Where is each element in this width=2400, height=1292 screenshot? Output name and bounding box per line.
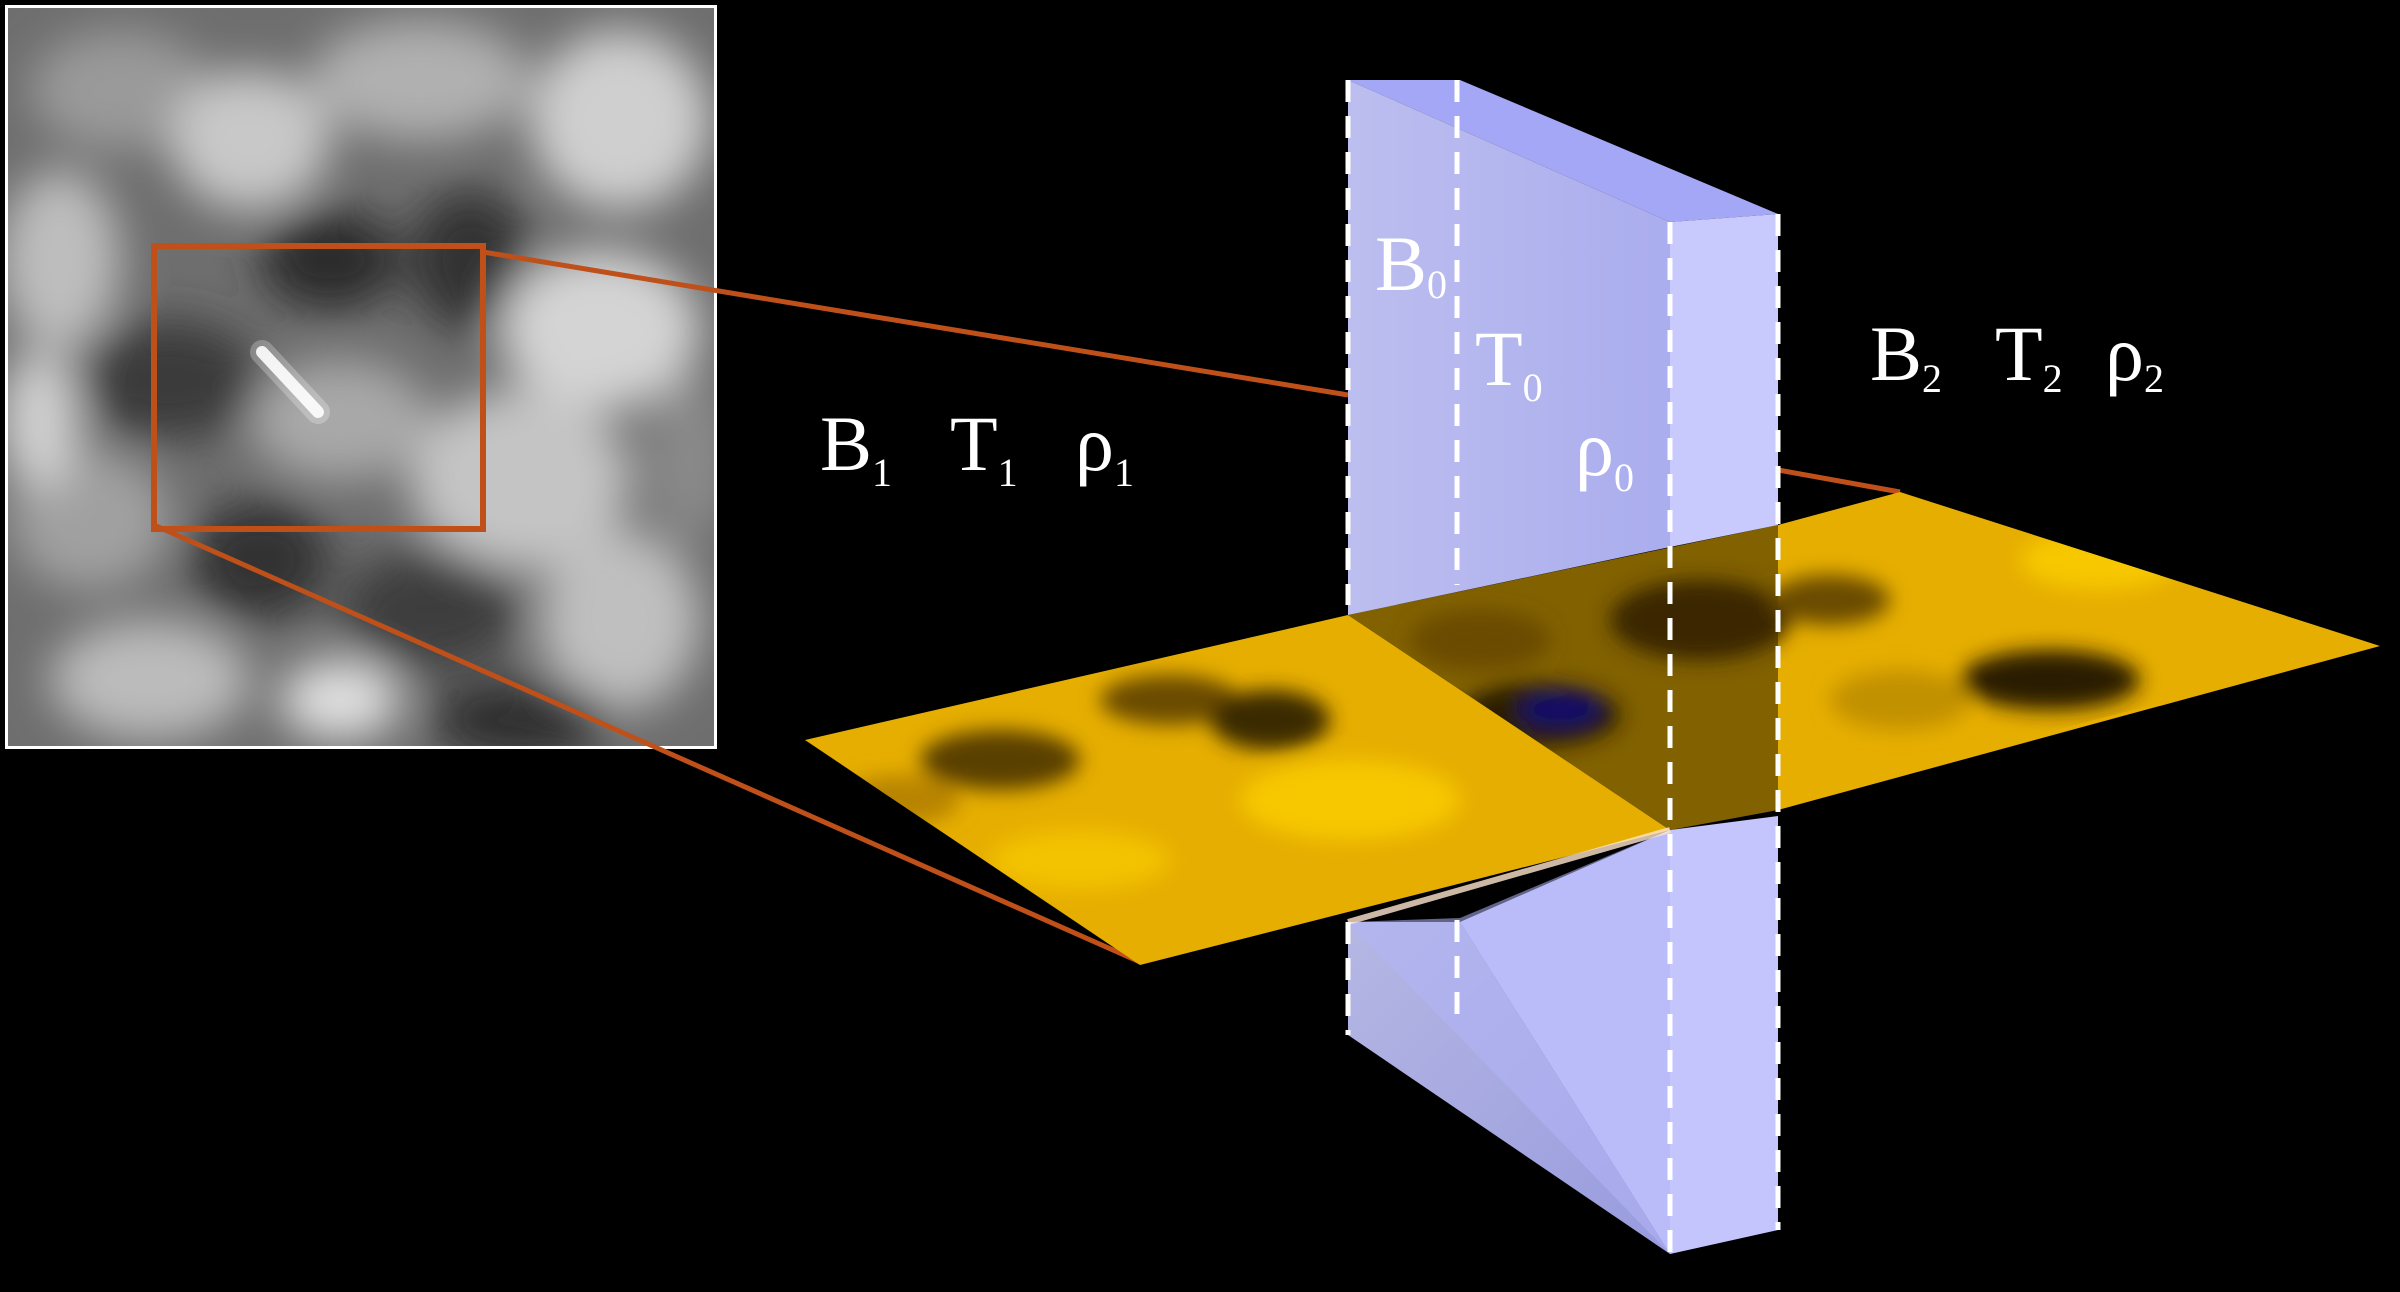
zoom-line-bottom [152, 522, 1142, 965]
zoom-box [151, 243, 486, 532]
surface-left [805, 615, 1670, 965]
slab-labels: B0 T0 ρ0 [1375, 220, 1634, 500]
slab-surface-edge [1347, 827, 1671, 925]
label-b0: B0 [1375, 220, 1447, 307]
label-t2: T2 [1995, 310, 2063, 401]
zoom-line-top [482, 249, 1349, 398]
label-rho2: ρ2 [2105, 310, 2164, 401]
label-b2: B2 [1870, 310, 1942, 401]
left-region-labels: B1 T1 ρ1 [820, 400, 1134, 495]
slab-lower [1348, 816, 1778, 1254]
label-rho0: ρ0 [1575, 405, 1634, 500]
right-region-labels: B2 T2 ρ2 [1870, 310, 2164, 401]
label-t1: T1 [950, 400, 1018, 495]
label-b1: B1 [820, 400, 892, 495]
boundary-dashes [1345, 80, 1781, 1254]
zoom-line-right [1777, 467, 1901, 495]
granulation-image [5, 5, 717, 749]
label-t0: T0 [1475, 315, 1543, 410]
label-rho1: ρ1 [1075, 400, 1134, 495]
slab-upper [1348, 80, 1778, 615]
